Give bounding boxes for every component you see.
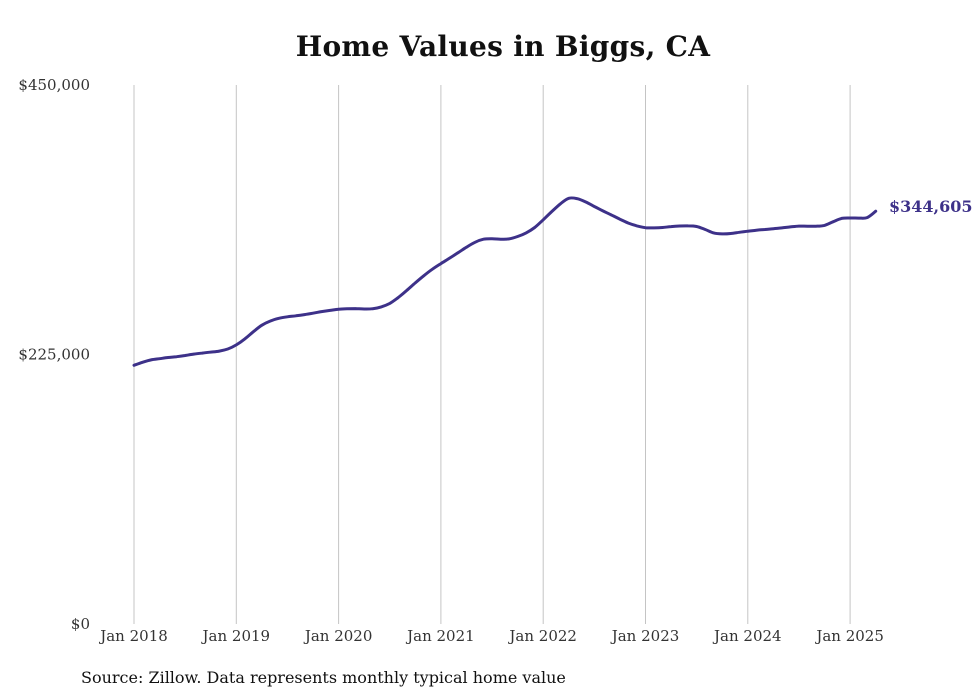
x-tick-label: Jan 2022 — [507, 627, 577, 645]
y-axis-ticks: $0 $225,000 $450,000 — [18, 76, 90, 633]
y-tick-label: $225,000 — [18, 346, 90, 364]
y-tick-label: $450,000 — [18, 76, 90, 94]
x-tick-label: Jan 2021 — [405, 627, 475, 645]
grid-lines — [133, 85, 851, 624]
series-layer — [132, 196, 878, 367]
y-tick-label: $0 — [71, 615, 90, 633]
x-tick-label: Jan 2019 — [201, 627, 271, 645]
chart-title: Home Values in Biggs, CA — [295, 30, 711, 63]
x-tick-label: Jan 2025 — [814, 627, 884, 645]
x-tick-label: Jan 2020 — [303, 627, 373, 645]
x-axis-ticks: Jan 2018 Jan 2019 Jan 2020 Jan 2021 Jan 2022… — [98, 627, 884, 645]
end-value-label: $344,605 — [889, 197, 973, 216]
source-note: Source: Zillow. Data represents monthly … — [81, 668, 566, 687]
x-tick-label: Jan 2018 — [98, 627, 168, 645]
x-tick-label: Jan 2023 — [610, 627, 680, 645]
end-label-layer: $344,605 — [889, 197, 973, 216]
x-tick-label: Jan 2024 — [712, 627, 782, 645]
home-value-line — [132, 196, 878, 367]
